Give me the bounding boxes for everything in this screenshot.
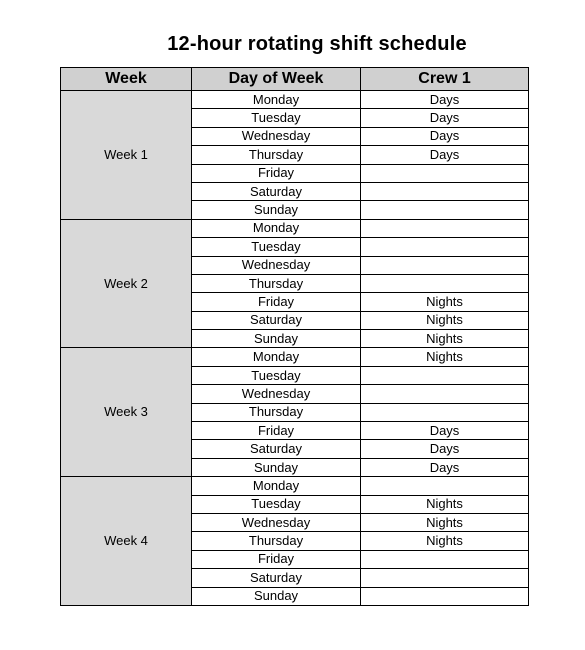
week-label: Week 1 [60, 90, 192, 220]
day-cell: Saturday [191, 310, 361, 331]
day-cell: Saturday [191, 568, 361, 588]
table-row: Saturday [61, 568, 529, 588]
table-row: Thursday [61, 402, 529, 423]
shift-cell: Nights [360, 347, 529, 367]
table-row: Sunday [61, 586, 529, 606]
shift-cell: Days [360, 457, 529, 478]
shift-cell [360, 273, 529, 294]
shift-cell: Days [360, 145, 529, 165]
shift-cell [360, 476, 529, 496]
page-title: 12-hour rotating shift schedule [167, 33, 467, 55]
shift-cell: Days [360, 108, 529, 128]
day-cell: Tuesday [191, 494, 361, 514]
shift-cell: Nights [360, 494, 529, 514]
table-row: Week 1 Monday Days [60, 89, 529, 220]
day-cell: Sunday [191, 329, 361, 349]
header-row: Week Day of Week Crew 1 [60, 67, 529, 91]
shift-cell: Nights [360, 531, 529, 551]
shift-schedule-table: Week Day of Week Crew 1 Week 1 Monday Da… [60, 67, 529, 606]
day-cell: Thursday [191, 273, 361, 294]
shift-cell [360, 255, 529, 275]
day-cell: Friday [191, 292, 361, 312]
table-row: Sunday Days [61, 457, 529, 478]
day-cell: Sunday [191, 200, 361, 220]
day-cell: Saturday [191, 181, 361, 202]
week-label: Week 3 [60, 347, 192, 478]
table-row: Sunday [61, 200, 529, 220]
week-label: Week 2 [60, 218, 192, 349]
shift-cell [360, 365, 529, 386]
day-cell: Wednesday [191, 255, 361, 275]
shift-cell [360, 402, 529, 423]
day-cell: Sunday [191, 457, 361, 478]
day-cell: Tuesday [191, 237, 361, 257]
table-row: Tuesday [61, 237, 529, 257]
shift-cell [360, 586, 529, 606]
table-row: Week 4 Monday [60, 476, 529, 606]
day-column-header: Day of Week [191, 67, 361, 91]
table-row: Thursday Nights [61, 531, 529, 551]
shift-cell [360, 384, 529, 404]
table-row: Thursday Days [61, 145, 529, 165]
shift-cell: Days [360, 126, 529, 147]
day-cell: Wednesday [191, 512, 361, 533]
table-row: Saturday Days [61, 439, 529, 459]
shift-cell: Nights [360, 292, 529, 312]
day-cell: Monday [191, 218, 361, 239]
day-cell: Saturday [191, 439, 361, 459]
day-cell: Thursday [191, 402, 361, 423]
day-cell: Thursday [191, 145, 361, 165]
table-row: Week 2 Monday [60, 218, 529, 349]
shift-cell [360, 181, 529, 202]
shift-cell: Nights [360, 329, 529, 349]
table-row: Thursday [61, 273, 529, 294]
shift-cell [360, 218, 529, 239]
day-cell: Tuesday [191, 108, 361, 128]
shift-cell: Days [360, 421, 529, 441]
table-row: Friday Days [61, 421, 529, 441]
table-row: Friday Nights [61, 292, 529, 312]
day-cell: Wednesday [191, 384, 361, 404]
shift-cell [360, 163, 529, 183]
shift-cell [360, 568, 529, 588]
week-label: Week 4 [60, 476, 192, 606]
day-cell: Monday [191, 347, 361, 367]
shift-cell: Days [360, 89, 529, 110]
shift-cell [360, 200, 529, 220]
day-cell: Tuesday [191, 365, 361, 386]
shift-cell [360, 549, 529, 570]
day-cell: Wednesday [191, 126, 361, 147]
day-cell: Friday [191, 421, 361, 441]
day-cell: Thursday [191, 531, 361, 551]
day-cell: Friday [191, 549, 361, 570]
day-cell: Sunday [191, 586, 361, 606]
day-cell: Monday [191, 89, 361, 110]
week-column-header: Week [60, 67, 192, 91]
shift-cell: Nights [360, 310, 529, 331]
day-cell: Friday [191, 163, 361, 183]
shift-cell: Nights [360, 512, 529, 533]
day-cell: Monday [191, 476, 361, 496]
crew-column-header: Crew 1 [360, 67, 529, 91]
shift-cell [360, 237, 529, 257]
shift-cell: Days [360, 439, 529, 459]
table-row: Week 3 Monday Nights [60, 347, 529, 478]
